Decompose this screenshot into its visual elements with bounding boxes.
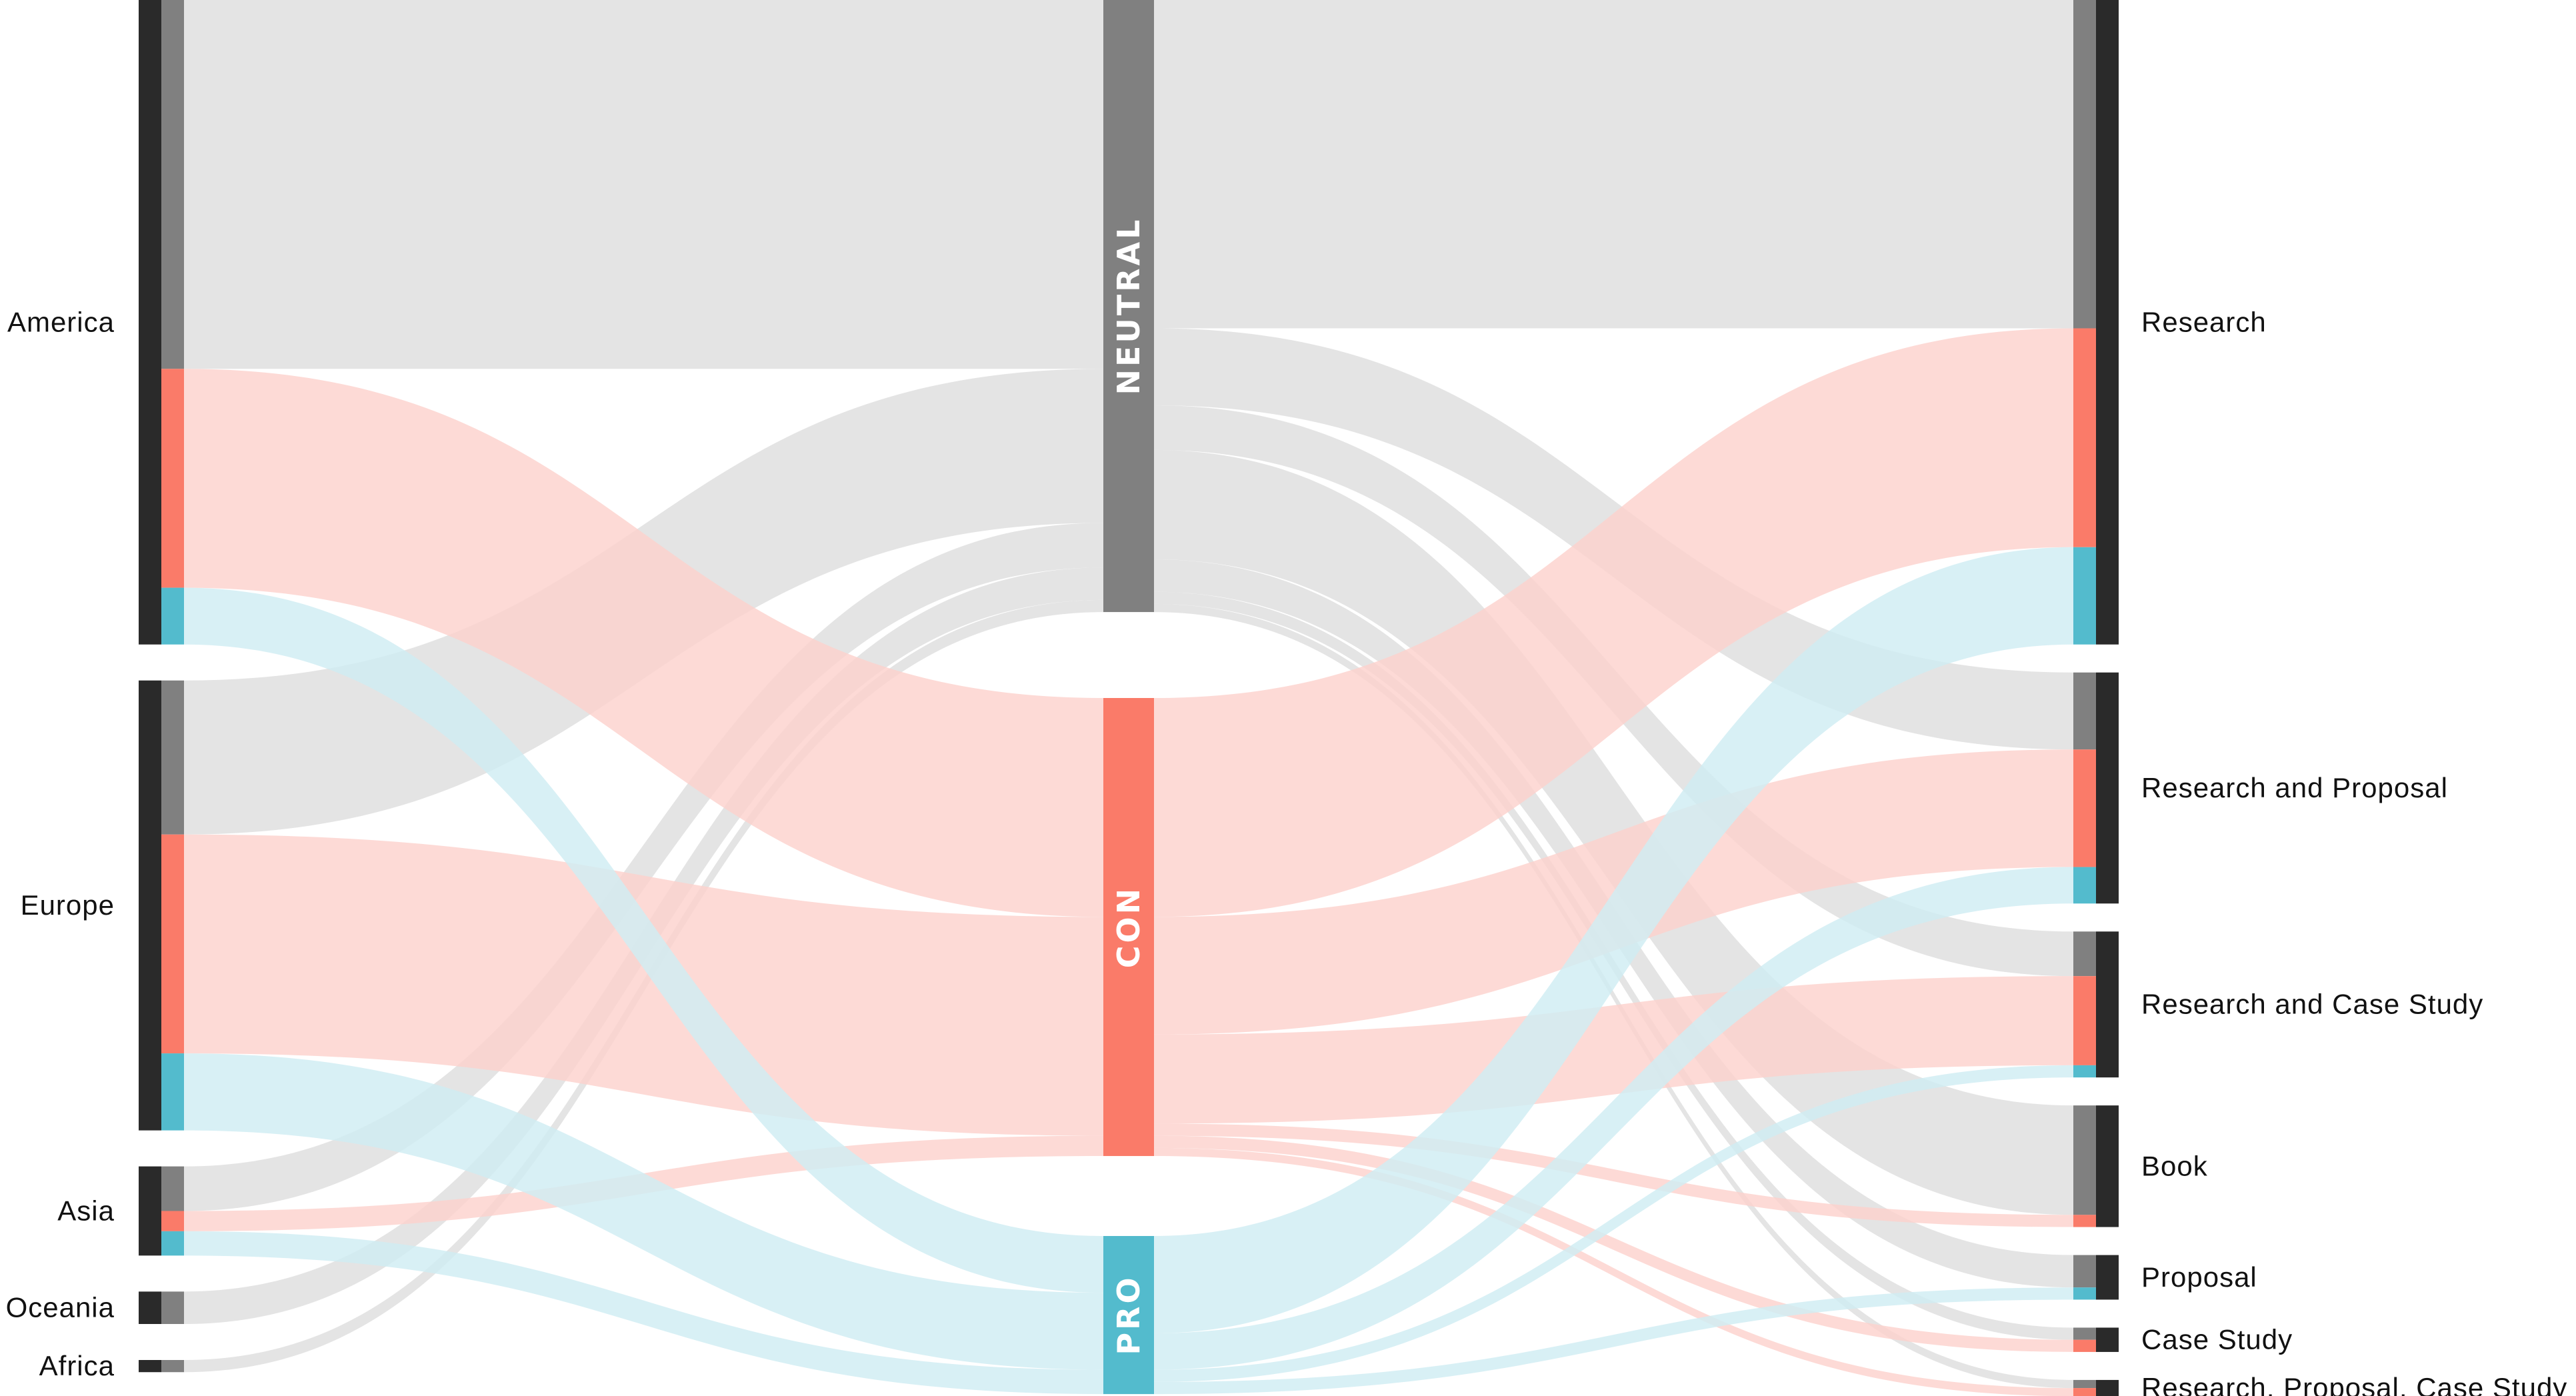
- right-segment-research_proposal-pro: [2073, 867, 2096, 904]
- right-node-case_study: [2096, 1327, 2119, 1352]
- middle-node-con: [1103, 698, 1154, 1157]
- middle-label-con: CON: [1111, 886, 1147, 968]
- middle-node-pro: [1103, 1236, 1154, 1395]
- right-node-research_case: [2096, 931, 2119, 1078]
- right-segment-research_case-neutral: [2073, 931, 2096, 977]
- right-label-research_case: Research and Case Study: [2141, 989, 2483, 1020]
- right-segment-research-con: [2073, 328, 2096, 547]
- right-node-book: [2096, 1105, 2119, 1227]
- right-segment-research_case-pro: [2073, 1065, 2096, 1078]
- link-neutral-research: [1154, 0, 2073, 329]
- right-segment-book-neutral: [2073, 1105, 2096, 1215]
- right-segment-research-pro: [2073, 547, 2096, 645]
- left-label-asia: Asia: [57, 1195, 115, 1226]
- link-con-rpc: [1154, 1147, 2073, 1396]
- right-segment-research_proposal-con: [2073, 749, 2096, 867]
- link-con-book: [1154, 1123, 2073, 1227]
- right-segment-book-con: [2073, 1215, 2096, 1227]
- left-segment-america-pro: [161, 587, 184, 645]
- left-segment-asia-con: [161, 1211, 184, 1231]
- link-america-con: [184, 369, 1103, 917]
- right-segment-research_proposal-neutral: [2073, 672, 2096, 750]
- link-con-case_study: [1154, 1135, 2073, 1352]
- middle-node-neutral: [1103, 0, 1154, 613]
- right-segment-proposal-pro: [2073, 1287, 2096, 1300]
- left-node-africa: [139, 1360, 161, 1373]
- link-asia-pro: [184, 1231, 1103, 1395]
- link-pro-proposal: [1154, 1287, 2073, 1395]
- right-segment-research-neutral: [2073, 0, 2096, 329]
- link-pro-research_proposal: [1154, 867, 2073, 1370]
- left-label-america: America: [7, 306, 115, 337]
- link-europe-con: [184, 834, 1103, 1136]
- link-europe-pro: [184, 1053, 1103, 1370]
- link-asia-neutral: [184, 523, 1103, 1211]
- left-segment-europe-con: [161, 834, 184, 1054]
- right-label-research_proposal: Research and Proposal: [2141, 772, 2448, 803]
- right-node-proposal: [2096, 1255, 2119, 1300]
- right-label-proposal: Proposal: [2141, 1261, 2257, 1293]
- nodes: [139, 0, 2119, 1396]
- left-segment-europe-pro: [161, 1053, 184, 1131]
- middle-label-pro: PRO: [1111, 1275, 1147, 1355]
- right-label-book: Book: [2141, 1150, 2208, 1181]
- right-segment-proposal-neutral: [2073, 1255, 2096, 1288]
- left-segment-europe-neutral: [161, 680, 184, 835]
- right-label-research: Research: [2141, 306, 2267, 337]
- left-node-asia: [139, 1166, 161, 1256]
- right-links: [1154, 0, 2073, 1396]
- left-node-oceania: [139, 1291, 161, 1324]
- left-segment-africa-neutral: [161, 1360, 184, 1373]
- middle-label-neutral: NEUTRAL: [1111, 217, 1147, 395]
- link-pro-research_case: [1154, 1065, 2073, 1382]
- left-segment-asia-pro: [161, 1231, 184, 1256]
- labels: America Europe Asia Oceania Africa NEUTRAL CON…: [6, 217, 2567, 1396]
- left-node-europe: [139, 680, 161, 1131]
- left-label-oceania: Oceania: [6, 1292, 115, 1323]
- right-node-rpc: [2096, 1379, 2119, 1396]
- link-america-neutral: [184, 0, 1103, 369]
- left-label-europe: Europe: [21, 889, 115, 921]
- link-neutral-book: [1154, 449, 2073, 1215]
- right-segment-research_case-con: [2073, 976, 2096, 1065]
- right-segment-case_study-con: [2073, 1339, 2096, 1352]
- right-label-rpc: Research, Proposal, Case Study: [2141, 1372, 2567, 1396]
- link-neutral-rpc: [1154, 603, 2073, 1389]
- link-america-pro: [184, 587, 1103, 1293]
- right-segment-rpc-con: [2073, 1388, 2096, 1396]
- left-segment-asia-neutral: [161, 1166, 184, 1211]
- link-pro-research: [1154, 547, 2073, 1333]
- right-label-case_study: Case Study: [2141, 1324, 2293, 1355]
- left-segment-america-con: [161, 369, 184, 588]
- left-node-america: [139, 0, 161, 645]
- link-con-research_case: [1154, 976, 2073, 1124]
- right-node-research: [2096, 0, 2119, 645]
- left-segment-oceania-neutral: [161, 1291, 184, 1324]
- left-segment-america-neutral: [161, 0, 184, 369]
- left-links: [184, 0, 1103, 1395]
- left-label-africa: Africa: [39, 1350, 115, 1381]
- right-node-research_proposal: [2096, 672, 2119, 904]
- right-segment-rpc-neutral: [2073, 1379, 2096, 1389]
- link-con-research: [1154, 328, 2073, 917]
- right-segment-case_study-neutral: [2073, 1327, 2096, 1340]
